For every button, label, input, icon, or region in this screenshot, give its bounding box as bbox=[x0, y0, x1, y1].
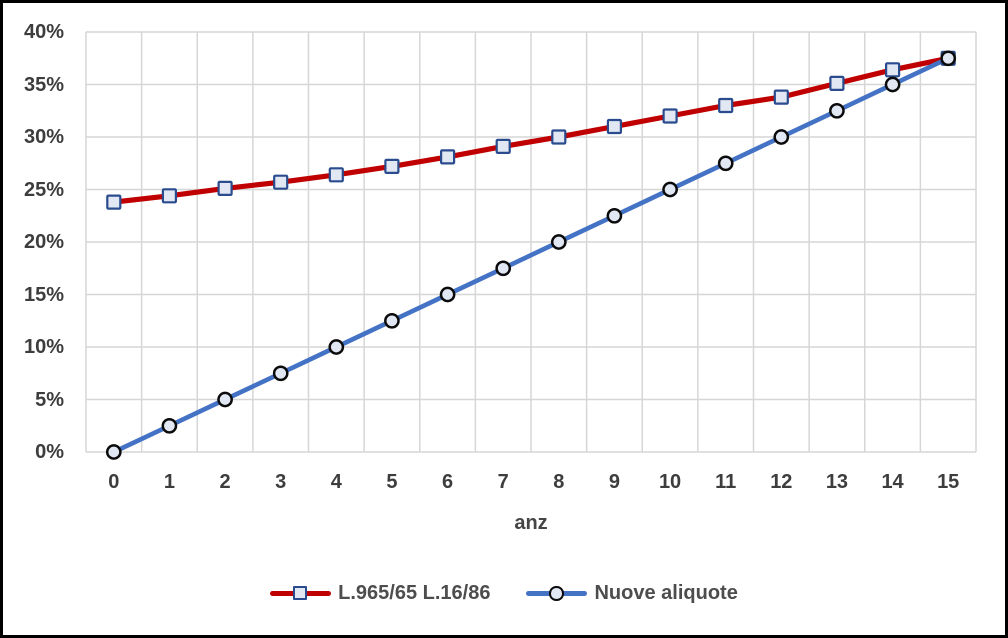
legend: L.965/65 L.16/86 Nuove aliquote bbox=[0, 582, 1008, 605]
y-tick-label: 20% bbox=[23, 231, 64, 253]
data-point-square bbox=[384, 158, 400, 174]
legend-label-old-law: L.965/65 L.16/86 bbox=[338, 582, 491, 604]
data-point-circle bbox=[217, 391, 233, 408]
x-tick-label: 12 bbox=[770, 471, 793, 493]
blue-line-swatch bbox=[526, 583, 588, 605]
x-tick-label: 4 bbox=[330, 471, 342, 493]
data-point-square bbox=[328, 167, 344, 183]
y-tick-label: 25% bbox=[23, 178, 64, 201]
data-point-square bbox=[606, 118, 623, 135]
red-line-swatch bbox=[270, 583, 332, 605]
square-marker-icon bbox=[293, 586, 308, 600]
data-point-circle bbox=[550, 234, 567, 250]
data-point-circle bbox=[829, 102, 845, 119]
y-tick-label: 5% bbox=[35, 388, 64, 411]
x-tick-label: 3 bbox=[275, 471, 287, 493]
data-point-square bbox=[662, 108, 678, 124]
data-point-circle bbox=[773, 129, 790, 145]
series-line-old-law bbox=[111, 55, 951, 205]
x-tick-label: 9 bbox=[608, 471, 620, 493]
legend-item-old-law: L.965/65 L.16/86 bbox=[270, 582, 490, 605]
data-point-square bbox=[884, 62, 901, 78]
data-point-circle bbox=[439, 286, 456, 303]
data-point-circle bbox=[606, 207, 623, 224]
data-point-circle bbox=[161, 417, 178, 434]
x-tick-label: 6 bbox=[442, 471, 454, 493]
x-tick-label: 13 bbox=[825, 471, 849, 493]
legend-item-new-rates: Nuove aliquote bbox=[526, 582, 738, 605]
x-tick-label: 0 bbox=[108, 471, 120, 493]
data-point-square bbox=[829, 75, 845, 92]
data-point-square bbox=[440, 149, 456, 165]
y-tick-label: 15% bbox=[23, 283, 64, 306]
data-point-square bbox=[161, 188, 177, 204]
x-tick-label: 8 bbox=[553, 471, 565, 493]
data-point-square bbox=[495, 138, 511, 154]
data-point-circle bbox=[662, 181, 678, 198]
data-point-circle bbox=[940, 50, 957, 67]
data-point-square bbox=[718, 97, 734, 114]
data-point-circle bbox=[884, 76, 901, 93]
data-point-square bbox=[551, 129, 567, 145]
x-tick-label: 2 bbox=[219, 471, 231, 493]
x-tick-label: 15 bbox=[937, 471, 960, 493]
legend-label-new-rates: Nuove aliquote bbox=[594, 582, 738, 604]
data-point-circle bbox=[384, 312, 400, 329]
data-point-circle bbox=[717, 155, 734, 172]
x-tick-label: 5 bbox=[386, 471, 398, 493]
x-tick-label: 10 bbox=[658, 471, 682, 493]
data-point-square bbox=[273, 174, 289, 190]
circle-marker-icon bbox=[549, 586, 564, 601]
x-axis-title: anz bbox=[514, 512, 548, 534]
y-tick-label: 30% bbox=[23, 126, 64, 148]
data-point-square bbox=[773, 89, 789, 105]
data-point-square bbox=[217, 180, 233, 196]
data-point-circle bbox=[328, 339, 345, 355]
y-tick-label: 35% bbox=[23, 73, 64, 96]
y-tick-label: 40% bbox=[23, 21, 64, 43]
data-point-circle bbox=[495, 260, 512, 277]
x-tick-label: 11 bbox=[715, 471, 737, 493]
x-tick-label: 1 bbox=[163, 471, 175, 493]
x-tick-label: 7 bbox=[497, 471, 509, 493]
y-tick-label: 10% bbox=[23, 336, 64, 358]
x-tick-label: 14 bbox=[881, 471, 904, 493]
data-point-circle bbox=[105, 444, 122, 460]
data-point-square bbox=[106, 194, 122, 210]
y-tick-label: 0% bbox=[35, 441, 64, 463]
series-line-new-rates bbox=[111, 55, 951, 455]
data-point-circle bbox=[272, 365, 289, 382]
